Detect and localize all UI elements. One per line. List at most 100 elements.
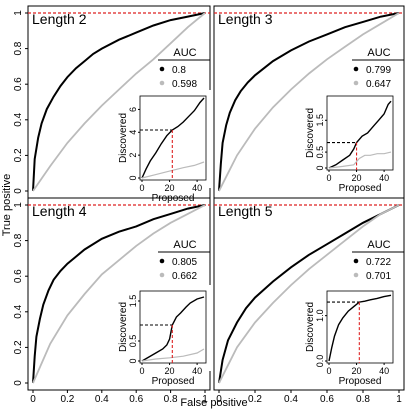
inset-y-tick-label: 0 — [128, 358, 138, 363]
inset-y-tick-label: 1.5 — [128, 295, 138, 308]
inset-x-tick-label: 20 — [352, 173, 362, 183]
inset-x-tick-label: 20 — [165, 366, 175, 376]
x-axis-label: False positive — [180, 397, 247, 409]
y-tick-label: 0.6 — [13, 269, 24, 283]
x-tick-label: 0.4 — [284, 394, 298, 405]
x-tick-label: 0.6 — [320, 394, 334, 405]
inset-curve — [141, 348, 205, 362]
inset-x-tick-label: 0 — [139, 183, 144, 193]
inset-x-tick-label: 40 — [192, 183, 202, 193]
legend-marker — [353, 66, 359, 72]
inset-y-tick-label: 4 — [128, 130, 138, 135]
y-tick-label: 1 — [13, 10, 24, 16]
inset-y-tick-label: 1.0 — [315, 309, 325, 322]
y-axis-label: True positive — [1, 174, 13, 237]
y-tick-label: 1 — [13, 202, 24, 208]
inset-x-tick-label: 0 — [326, 173, 331, 183]
roc-curve-baseline — [32, 204, 206, 384]
legend-auc-value: 0.598 — [172, 79, 197, 90]
y-tick-label: 0.8 — [13, 41, 24, 55]
inset-curve — [328, 100, 392, 169]
x-tick-label: 0.4 — [95, 394, 109, 405]
inset-x-tick-label: 0 — [326, 366, 331, 376]
x-tick-label: 1 — [202, 394, 208, 405]
inset-x-label: Proposed — [339, 183, 382, 194]
x-tick-label: 0 — [216, 394, 222, 405]
roc-curve-baseline — [218, 12, 400, 192]
panel-frame — [213, 197, 405, 391]
legend-auc-value: 0.805 — [172, 257, 197, 268]
inset-x-tick-label: 40 — [192, 366, 202, 376]
inset-plot: 0 20 40 0 0.5 1.5 Proposed Discovered — [118, 285, 212, 387]
roc-curve-baseline — [32, 12, 206, 192]
x-tick-label: 0.2 — [60, 394, 74, 405]
roc-panel-4: Length 5 0 0.2 0.4 0.6 0.8 1 AUC 0.722 0.701 0 20 40… — [213, 197, 405, 405]
inset-frame — [326, 95, 394, 171]
roc-panel-2: Length 3 AUC 0.799 0.647 0 20 40 0 0.5 1.5 Propose… — [213, 5, 405, 199]
inset-y-label: Discovered — [118, 113, 129, 163]
panel-title: Length 5 — [218, 203, 273, 219]
inset-plot: 0 20 40 0.0 1.0 Proposed Discovered — [305, 285, 399, 387]
inset-y-tick-label: 6 — [128, 107, 138, 112]
inset-y-label: Discovered — [305, 302, 316, 352]
legend-title: AUC — [367, 239, 390, 251]
y-tick-label: 0.8 — [13, 233, 24, 247]
inset-y-tick-label: 1.5 — [315, 114, 325, 127]
inset-curve — [328, 151, 392, 169]
legend-title: AUC — [367, 47, 390, 59]
legend-marker — [353, 272, 359, 278]
inset-y-label: Discovered — [118, 302, 129, 352]
legend-auc-value: 0.722 — [366, 257, 391, 268]
roc-curve-model — [218, 12, 400, 192]
legend-marker — [159, 66, 165, 72]
y-tick-label: 0 — [13, 188, 24, 194]
inset-y-tick-label: 0.5 — [128, 335, 138, 348]
panel-title: Length 4 — [32, 203, 87, 219]
inset-y-tick-label: 0 — [128, 175, 138, 180]
inset-curve — [328, 294, 392, 362]
roc-curve-model — [32, 12, 206, 192]
inset-y-tick-label: 0.0 — [315, 355, 325, 368]
inset-x-tick-label: 20 — [165, 183, 175, 193]
roc-curve-model — [32, 204, 206, 384]
x-tick-label: 1 — [396, 394, 402, 405]
inset-x-tick-label: 20 — [352, 366, 362, 376]
roc-panel-3: Length 4000.20.20.40.40.60.60.80.811AUC0… — [13, 197, 212, 405]
y-tick-label: 0.6 — [13, 77, 24, 91]
y-tick-label: 0.4 — [13, 112, 24, 126]
legend-auc-value: 0.799 — [366, 65, 391, 76]
inset-plot: 0 20 40 0 0.5 1.5 Proposed Discovered — [305, 90, 399, 194]
x-tick-label: 0.2 — [248, 394, 262, 405]
inset-y-tick-label: 0 — [315, 165, 325, 170]
inset-x-label: Proposed — [339, 376, 382, 387]
inset-frame — [139, 290, 207, 364]
legend-marker — [159, 272, 165, 278]
panel-title: Length 2 — [32, 11, 87, 27]
legend-auc-value: 0.647 — [366, 79, 391, 90]
legend-marker — [159, 80, 165, 86]
inset-x-label: Proposed — [152, 376, 195, 387]
legend-marker — [353, 80, 359, 86]
inset-x-tick-label: 40 — [379, 366, 389, 376]
legend-title: AUC — [173, 47, 196, 59]
inset-x-tick-label: 0 — [139, 366, 144, 376]
inset-curve — [141, 161, 205, 179]
x-tick-label: 0.8 — [164, 394, 178, 405]
inset-y-tick-label: 0.5 — [315, 146, 325, 159]
legend-auc-value: 0.662 — [172, 271, 197, 282]
inset-x-tick-label: 40 — [379, 173, 389, 183]
y-tick-label: 0.4 — [13, 304, 24, 318]
inset-y-tick-label: 2 — [128, 153, 138, 158]
y-tick-label: 0 — [13, 380, 24, 386]
legend-marker — [353, 258, 359, 264]
x-tick-label: 0.8 — [356, 394, 370, 405]
y-tick-label: 0.2 — [13, 148, 24, 162]
inset-y-label: Discovered — [305, 108, 316, 158]
y-tick-label: 0.2 — [13, 340, 24, 354]
legend-marker — [159, 258, 165, 264]
legend-auc-value: 0.701 — [366, 271, 391, 282]
x-tick-label: 0.6 — [129, 394, 143, 405]
roc-curve-model — [218, 204, 400, 384]
